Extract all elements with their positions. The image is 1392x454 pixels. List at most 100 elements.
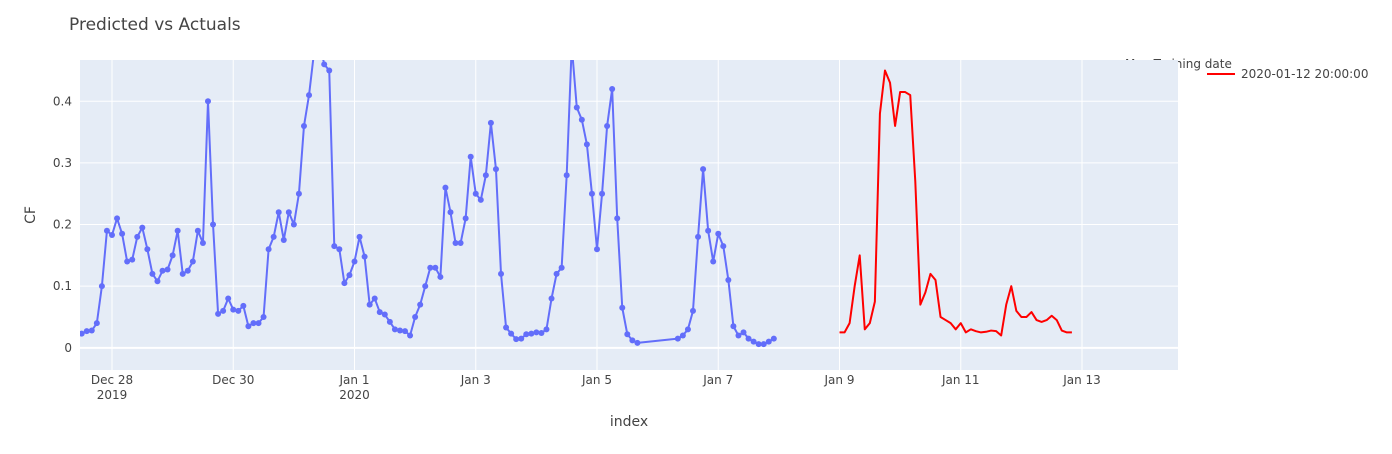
point-marker <box>149 270 156 277</box>
point-marker <box>245 323 252 330</box>
point-marker <box>558 264 565 271</box>
point-marker <box>735 332 742 339</box>
point-marker <box>381 311 388 318</box>
point-marker <box>275 209 282 216</box>
point-marker <box>543 326 550 333</box>
point-marker <box>770 335 777 342</box>
point-marker <box>220 307 227 314</box>
x-axis-title: index <box>610 414 648 430</box>
point-marker <box>199 240 206 247</box>
point-marker <box>351 258 358 265</box>
point-marker <box>674 335 681 342</box>
point-marker <box>366 301 373 308</box>
point-marker <box>124 258 131 265</box>
point-marker <box>164 266 171 273</box>
point-marker <box>477 196 484 203</box>
point-marker <box>179 270 186 277</box>
point-marker <box>240 302 247 309</box>
x-tick-label: Jan 1 <box>339 373 370 387</box>
point-marker <box>588 190 595 197</box>
point-marker <box>725 277 732 284</box>
point-marker <box>518 335 525 342</box>
point-marker <box>311 49 317 55</box>
plot-traces <box>80 37 1072 348</box>
point-marker <box>376 309 383 316</box>
point-marker <box>235 307 242 314</box>
point-marker <box>210 221 217 228</box>
point-marker <box>447 209 454 216</box>
point-marker <box>346 272 353 279</box>
x-tick-label: Jan 9 <box>824 373 855 387</box>
point-marker <box>710 258 717 265</box>
series-line <box>839 69 1072 337</box>
point-marker <box>270 233 277 240</box>
x-tick-year: 2019 <box>97 388 128 402</box>
point-marker <box>695 233 702 240</box>
point-marker <box>326 67 333 74</box>
point-marker <box>336 246 343 253</box>
x-tick-label: Jan 13 <box>1062 373 1101 387</box>
point-marker <box>684 326 691 333</box>
point-marker <box>765 338 772 345</box>
point-marker <box>83 328 90 335</box>
point-marker <box>396 327 403 334</box>
x-tick-label: Jan 11 <box>941 373 980 387</box>
point-marker <box>467 153 474 160</box>
point-marker <box>285 209 292 216</box>
point-marker <box>760 341 767 348</box>
point-marker <box>306 92 313 99</box>
point-marker <box>204 98 211 105</box>
point-marker <box>108 232 115 239</box>
point-marker <box>159 267 166 274</box>
point-marker <box>356 233 363 240</box>
point-marker <box>730 323 737 330</box>
point-marker <box>407 332 414 339</box>
point-marker <box>250 320 257 327</box>
point-marker <box>452 240 459 247</box>
point-marker <box>225 295 232 302</box>
point-marker <box>316 37 322 43</box>
point-marker <box>740 329 747 336</box>
point-marker <box>119 230 126 237</box>
point-marker <box>508 330 515 337</box>
y-tick-label: 0 <box>64 341 72 355</box>
point-marker <box>492 166 499 173</box>
point-marker <box>391 326 398 333</box>
x-tick-label: Dec 30 <box>212 373 254 387</box>
point-marker <box>412 313 419 320</box>
point-marker <box>427 264 434 271</box>
point-marker <box>432 264 439 271</box>
x-tick-label: Jan 5 <box>581 373 612 387</box>
point-marker <box>260 313 267 320</box>
point-marker <box>624 331 631 338</box>
point-marker <box>290 221 297 228</box>
point-marker <box>609 85 616 92</box>
y-axis-title: CF <box>23 206 39 224</box>
point-marker <box>174 227 181 234</box>
point-marker <box>184 267 191 274</box>
point-marker <box>553 270 560 277</box>
point-marker <box>750 338 757 345</box>
x-tick-label: Jan 7 <box>702 373 733 387</box>
point-marker <box>103 227 110 234</box>
point-marker <box>265 246 272 253</box>
point-marker <box>194 227 201 234</box>
point-marker <box>442 184 449 191</box>
y-tick-label: 0.1 <box>53 279 72 293</box>
point-marker <box>513 336 520 343</box>
point-marker <box>230 306 237 313</box>
point-marker <box>215 310 222 317</box>
point-marker <box>629 337 636 344</box>
point-marker <box>523 331 530 338</box>
point-marker <box>573 104 580 111</box>
point-marker <box>154 278 161 285</box>
point-marker <box>98 283 105 290</box>
legend-label: 2020-01-12 20:00:00 <box>1241 67 1368 81</box>
point-marker <box>528 330 535 337</box>
point-marker <box>386 318 393 325</box>
point-marker <box>361 253 368 260</box>
point-marker <box>169 252 176 259</box>
plot-area <box>80 60 1178 370</box>
